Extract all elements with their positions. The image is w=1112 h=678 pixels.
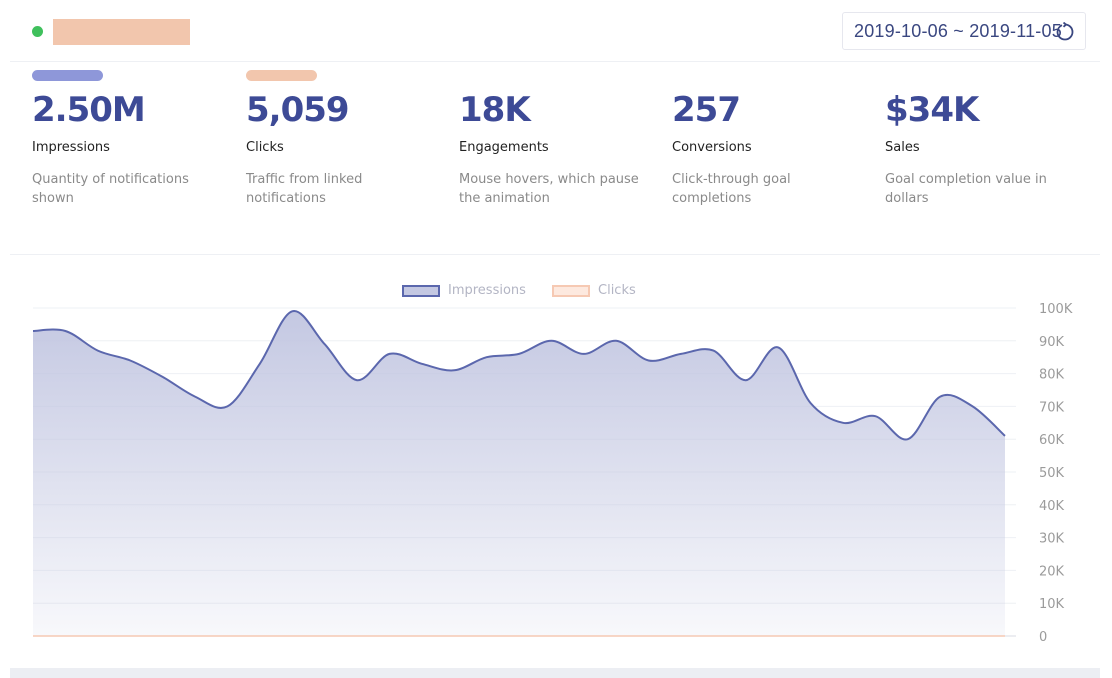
metrics-divider	[10, 254, 1100, 255]
y-tick-label: 70K	[1039, 400, 1065, 415]
legend-item-impressions[interactable]: Impressions	[402, 283, 526, 298]
scroll-track	[10, 668, 1100, 678]
y-tick-label: 20K	[1039, 564, 1065, 579]
page-title	[53, 19, 190, 45]
header-divider	[10, 61, 1100, 62]
date-range-text: 2019-10-06 ~ 2019-11-05	[854, 20, 1062, 41]
y-tick-label: 30K	[1039, 532, 1065, 547]
metric-label: Engagements	[459, 140, 549, 155]
metric-description: Goal completion value in dollars	[885, 172, 1047, 206]
legend-item-clicks[interactable]: Clicks	[552, 283, 636, 298]
series-line-impressions	[32, 310, 1006, 441]
metric-label: Conversions	[672, 140, 752, 155]
metric-value: $34K	[885, 90, 979, 130]
metric-label: Sales	[885, 140, 920, 155]
y-tick-label: 10K	[1039, 597, 1065, 612]
metric-value: 257	[672, 90, 741, 130]
y-tick-label: 90K	[1039, 335, 1065, 350]
metric-description: Click-through goal completions	[672, 172, 791, 206]
metric-value: 18K	[459, 90, 531, 130]
metric-color-bar	[32, 70, 103, 81]
metric-value: 5,059	[246, 90, 350, 130]
metric-description: Traffic from linked notifications	[246, 172, 363, 206]
metric-label: Clicks	[246, 140, 284, 155]
metric-color-bar	[246, 70, 317, 81]
series-area-impressions	[33, 310, 1005, 636]
metric-label: Impressions	[32, 140, 110, 155]
y-tick-label: 60K	[1039, 433, 1065, 448]
y-tick-label: 0	[1039, 630, 1047, 645]
legend-label: Impressions	[448, 283, 526, 298]
date-range-picker[interactable]: 2019-10-06 ~ 2019-11-05	[842, 12, 1086, 50]
legend-swatch	[552, 284, 590, 297]
metric-description: Mouse hovers, which pause the animation	[459, 172, 639, 206]
status-indicator	[32, 26, 43, 37]
y-tick-label: 50K	[1039, 466, 1065, 481]
metric-value: 2.50M	[32, 90, 146, 130]
refresh-icon[interactable]	[1055, 22, 1075, 42]
y-tick-label: 80K	[1039, 368, 1065, 383]
legend-label: Clicks	[598, 283, 636, 298]
y-tick-label: 100K	[1039, 302, 1073, 317]
y-tick-label: 40K	[1039, 499, 1065, 514]
legend-swatch	[402, 284, 440, 297]
metric-description: Quantity of notifications shown	[32, 172, 189, 206]
